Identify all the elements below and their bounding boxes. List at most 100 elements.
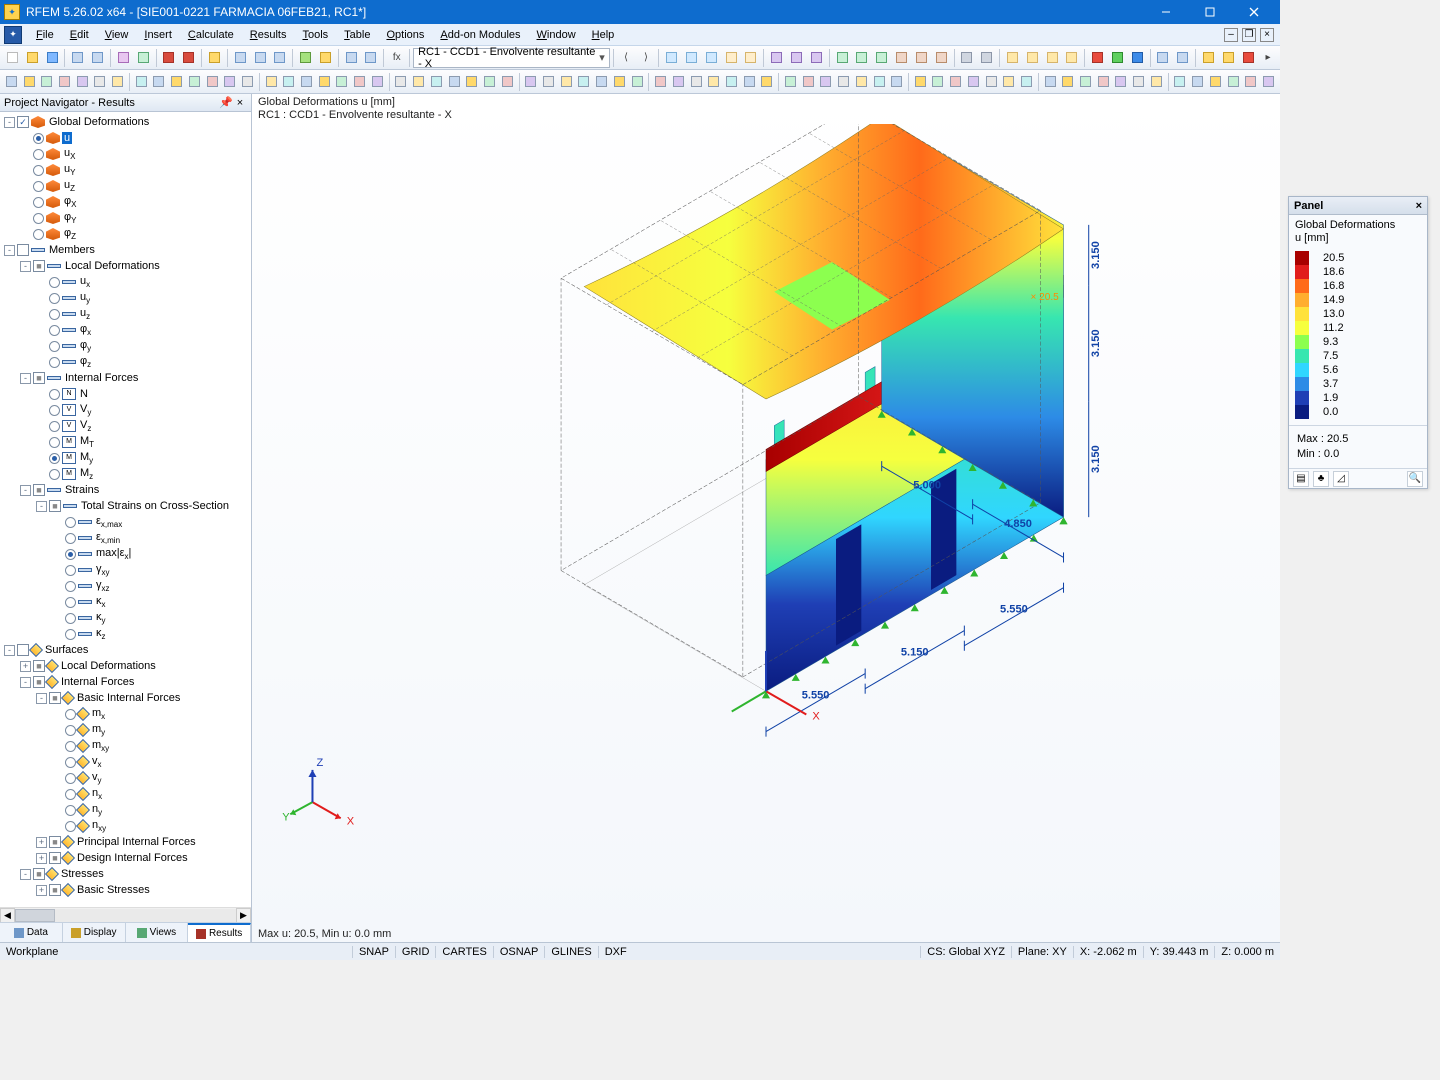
toolbar-button[interactable] (759, 72, 776, 92)
toolbar-button[interactable] (1260, 72, 1277, 92)
toolbar-button[interactable] (23, 48, 42, 68)
tree-item[interactable]: φx (0, 322, 251, 338)
tree-item[interactable]: uY (0, 162, 251, 178)
toolbar-button[interactable] (481, 72, 498, 92)
toolbar-button[interactable] (1154, 48, 1173, 68)
toolbar-button[interactable] (688, 72, 705, 92)
menu-help[interactable]: Help (584, 27, 623, 43)
tree-item[interactable]: -■Total Strains on Cross-Section (0, 498, 251, 514)
panel-btn-zoom[interactable]: 🔍 (1407, 471, 1423, 487)
toolbar-button[interactable] (977, 48, 996, 68)
toolbar-button[interactable] (316, 72, 333, 92)
tree-item[interactable]: κz (0, 626, 251, 642)
toolbar-button[interactable] (298, 72, 315, 92)
toolbar-button[interactable] (446, 72, 463, 92)
toolbar-button[interactable] (1173, 48, 1192, 68)
status-osnap[interactable]: OSNAP (493, 946, 545, 958)
tree-item[interactable]: -■Internal Forces (0, 674, 251, 690)
toolbar-button[interactable] (133, 72, 150, 92)
toolbar-button[interactable] (221, 72, 238, 92)
toolbar-button[interactable]: ⟨ (617, 48, 636, 68)
toolbar-button[interactable] (1199, 48, 1218, 68)
toolbar-button[interactable] (263, 72, 280, 92)
navigator-pin-icon[interactable]: 📌 (219, 96, 233, 109)
tree-item[interactable]: uZ (0, 178, 251, 194)
toolbar-button[interactable] (362, 48, 381, 68)
status-snap[interactable]: SNAP (352, 946, 395, 958)
toolbar-button[interactable] (1001, 72, 1018, 92)
toolbar-button[interactable] (662, 48, 681, 68)
tree-item[interactable]: mx (0, 706, 251, 722)
tree-item[interactable]: γxz (0, 578, 251, 594)
minimize-button[interactable] (1144, 0, 1188, 24)
tree-item[interactable]: uy (0, 290, 251, 306)
tree-item[interactable]: +■Principal Internal Forces (0, 834, 251, 850)
tree-item[interactable]: φy (0, 338, 251, 354)
tree-item[interactable]: nx (0, 786, 251, 802)
toolbar-button[interactable] (800, 72, 817, 92)
toolbar-button[interactable] (3, 48, 22, 68)
tree-item[interactable]: εx,max (0, 514, 251, 530)
toolbar-button[interactable] (611, 72, 628, 92)
toolbar-button[interactable] (1189, 72, 1206, 92)
toolbar-button[interactable] (912, 48, 931, 68)
menu-insert[interactable]: Insert (136, 27, 180, 43)
tree-item[interactable]: MMT (0, 434, 251, 450)
tree-item[interactable]: φz (0, 354, 251, 370)
toolbar-button[interactable] (68, 48, 87, 68)
toolbar-button[interactable] (540, 72, 557, 92)
toolbar-button[interactable] (270, 48, 289, 68)
toolbar-button[interactable] (251, 48, 270, 68)
toolbar-button[interactable] (892, 48, 911, 68)
tree-item[interactable]: ux (0, 274, 251, 290)
tree-item[interactable]: nxy (0, 818, 251, 834)
toolbar-button[interactable] (428, 72, 445, 92)
toolbar-button[interactable] (168, 72, 185, 92)
toolbar-button[interactable] (872, 48, 891, 68)
toolbar-button[interactable] (56, 72, 73, 92)
toolbar-button[interactable] (316, 48, 335, 68)
status-grid[interactable]: GRID (395, 946, 436, 958)
toolbar-button[interactable] (1207, 72, 1224, 92)
toolbar-button[interactable] (558, 72, 575, 92)
toolbar-button[interactable] (652, 72, 669, 92)
toolbar-button[interactable] (231, 48, 250, 68)
toolbar-button[interactable] (43, 48, 62, 68)
nav-tab-views[interactable]: Views (126, 923, 189, 942)
toolbar-button[interactable] (818, 72, 835, 92)
toolbar-button[interactable] (1062, 48, 1081, 68)
panel-btn-1[interactable]: ▤ (1293, 471, 1309, 487)
tree-item[interactable]: MMy (0, 450, 251, 466)
toolbar-button[interactable] (1128, 48, 1147, 68)
toolbar-button[interactable] (134, 48, 153, 68)
tree-item[interactable]: κy (0, 610, 251, 626)
tree-item[interactable]: VVy (0, 402, 251, 418)
menu-window[interactable]: Window (529, 27, 584, 43)
toolbar-button[interactable] (1225, 72, 1242, 92)
status-glines[interactable]: GLINES (544, 946, 597, 958)
tree-item[interactable]: my (0, 722, 251, 738)
toolbar-button[interactable] (932, 48, 951, 68)
toolbar-button[interactable] (833, 48, 852, 68)
toolbar-button[interactable] (186, 72, 203, 92)
toolbar-button[interactable] (74, 72, 91, 92)
toolbar-button[interactable] (1239, 48, 1258, 68)
toolbar-button[interactable] (499, 72, 516, 92)
tree-item[interactable]: vy (0, 770, 251, 786)
menu-results[interactable]: Results (242, 27, 295, 43)
tree-item[interactable]: NN (0, 386, 251, 402)
panel-close-icon[interactable]: × (1416, 200, 1422, 212)
toolbar-button[interactable] (1172, 72, 1189, 92)
tree-item[interactable]: -■Internal Forces (0, 370, 251, 386)
tree-item[interactable]: uX (0, 146, 251, 162)
toolbar-button[interactable]: fx (387, 48, 406, 68)
toolbar-button[interactable] (179, 48, 198, 68)
viewport-canvas[interactable]: 5.5505.1505.5504.8505.0003.1503.1503.150… (252, 124, 1280, 926)
close-button[interactable] (1232, 0, 1276, 24)
toolbar-button[interactable] (670, 72, 687, 92)
app-menu-icon[interactable]: ✦ (4, 26, 22, 44)
nav-tab-data[interactable]: Data (0, 923, 63, 942)
toolbar-button[interactable] (742, 48, 761, 68)
toolbar-button[interactable] (280, 72, 297, 92)
toolbar-button[interactable] (410, 72, 427, 92)
